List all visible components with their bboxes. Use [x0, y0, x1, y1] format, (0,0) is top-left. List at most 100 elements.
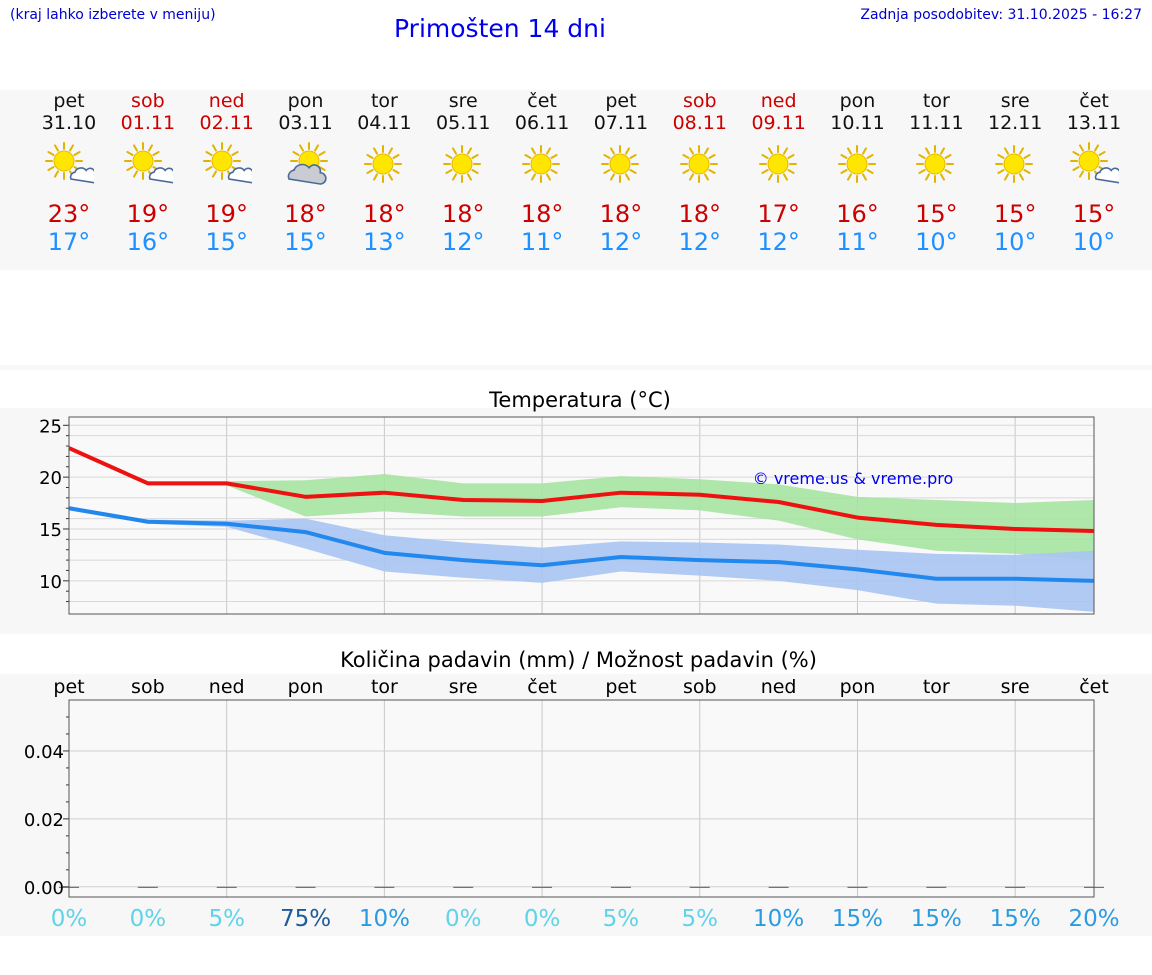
day-name: ned: [760, 90, 797, 112]
temp-min: 12°: [678, 228, 722, 256]
day-name: pon: [839, 90, 876, 112]
y-tick-label: 20: [39, 468, 62, 489]
day-date: 05.11: [436, 112, 491, 134]
cloud-shape: [287, 163, 327, 185]
sun-icon: [679, 145, 718, 183]
x-day-label: sob: [131, 676, 165, 698]
temp-max: 18°: [599, 200, 643, 228]
precip-bar: [137, 886, 158, 888]
temp-max: 19°: [205, 200, 248, 228]
precip-bar: [532, 886, 553, 888]
precip-chance-label: 15%: [911, 906, 962, 932]
day-name: sob: [683, 90, 717, 112]
temperature-chart: 25 20 15 10 © vreme.us & vreme.pro: [39, 416, 1095, 615]
forecast-day: sre 05.11 18° 12°: [423, 90, 503, 256]
precip-chance-label: 5%: [603, 906, 640, 932]
sun-shape: [995, 145, 1034, 183]
day-date: 02.11: [199, 112, 254, 134]
plot-frame: [68, 699, 1095, 898]
day-date: 13.11: [1066, 112, 1122, 134]
sun-shape: [522, 145, 561, 183]
precip-chance-label: 75%: [280, 906, 331, 932]
precip-chance-label: 15%: [990, 906, 1041, 932]
temp-max: 15°: [1072, 200, 1116, 228]
day-date: 11.11: [909, 112, 964, 134]
y-tick-label: 10: [39, 572, 62, 593]
min-range-band: [69, 506, 1094, 612]
sun-icon: [522, 145, 561, 183]
x-day-label: čet: [527, 676, 557, 698]
day-name: sre: [448, 90, 478, 112]
forecast-day: pet 07.11 18° 12°: [581, 90, 661, 256]
x-day-label: ned: [209, 676, 245, 698]
cloud-shape: [148, 167, 173, 184]
precip-chance-label: 10%: [359, 906, 410, 932]
cloud-shape: [1094, 167, 1120, 184]
sun-icon: [916, 145, 955, 183]
forecast-day: čet 06.11 18° 11°: [502, 90, 582, 256]
day-name: ned: [208, 90, 245, 112]
x-day-label: pon: [288, 676, 324, 698]
temp-min: 11°: [836, 228, 879, 256]
day-name: čet: [527, 90, 557, 112]
last-updated: Zadnja posodobitev: 31.10.2025 - 16:27: [860, 7, 1142, 23]
page-title: Primošten 14 dni: [394, 14, 606, 43]
max-range-band: [69, 446, 1094, 561]
temp-min: 15°: [284, 228, 327, 256]
temp-max: 15°: [915, 200, 958, 228]
precip-bar: [689, 886, 710, 888]
day-date: 12.11: [987, 112, 1043, 134]
y-tick-label: 25: [39, 416, 62, 437]
precip-bar: [926, 886, 947, 888]
forecast-day: pon 10.11 16° 11°: [818, 90, 898, 256]
sun-icon: [995, 145, 1034, 183]
temp-max: 18°: [441, 200, 485, 228]
precip-chance-label: 5%: [682, 906, 719, 932]
cloud-sun-icon: [287, 142, 328, 185]
sun-icon: [600, 145, 639, 183]
day-date: 03.11: [278, 112, 333, 134]
x-day-label: tor: [371, 676, 398, 698]
sun-icon: [758, 145, 797, 183]
temp-max: 15°: [993, 200, 1037, 228]
y-tick-label: 0.02: [24, 810, 64, 831]
plot-area: [69, 700, 1094, 897]
min-temperature-line: [68, 506, 1095, 583]
y-tick-label: 0.00: [24, 878, 64, 899]
y-tick-label: 15: [39, 520, 62, 541]
sun-shape: [600, 145, 639, 183]
forecast-day: sre 12.11 15° 10°: [975, 90, 1055, 256]
sun-shape: [45, 142, 83, 180]
sun-icon: [443, 145, 482, 183]
sun-cloud-icon: [45, 142, 94, 184]
precip-chance-label: 5%: [208, 906, 245, 932]
temp-max: 18°: [520, 200, 564, 228]
day-date: 01.11: [120, 112, 176, 134]
day-name: sob: [131, 90, 165, 112]
day-date: 07.11: [593, 112, 649, 134]
sun-cloud-icon: [202, 142, 252, 184]
y-tick-label: 0.04: [24, 742, 64, 763]
temp-min: 11°: [520, 228, 564, 256]
max-temperature-line: [68, 446, 1095, 534]
forecast-strip: [0, 90, 1152, 270]
precip-chance-label: 0%: [445, 906, 482, 932]
sun-icon: [837, 145, 876, 183]
forecast-day: tor 11.11 15° 10°: [896, 90, 976, 256]
day-name: tor: [370, 90, 398, 112]
temp-min: 17°: [47, 228, 91, 256]
temp-max: 16°: [836, 200, 879, 228]
precip-chance-label: 15%: [832, 906, 883, 932]
sun-shape: [443, 145, 482, 183]
sun-shape: [679, 145, 718, 183]
temp-max: 18°: [363, 200, 406, 228]
temp-min: 10°: [1072, 228, 1116, 256]
precip-bar: [847, 886, 868, 888]
cloud-shape: [69, 167, 94, 184]
precipitation-chart-title: Količina padavin (mm) / Možnost padavin …: [340, 648, 817, 672]
day-date: 06.11: [514, 112, 570, 134]
temp-min: 12°: [599, 228, 643, 256]
plot-frame: [68, 416, 1095, 615]
location-hint: (kraj lahko izberete v meniju): [10, 7, 216, 23]
temp-max: 23°: [47, 200, 91, 228]
